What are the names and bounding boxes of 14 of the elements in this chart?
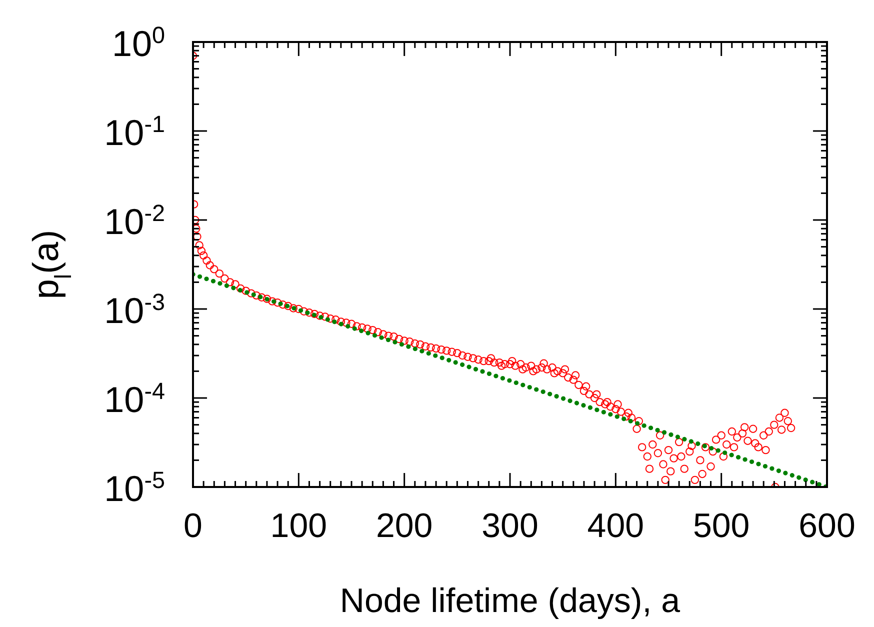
y-tick-label: 10$^{-4}$: [104, 378, 165, 420]
y-tick-label: 10$^{-3}$: [104, 289, 165, 331]
x-tick-label: 400: [587, 507, 644, 545]
y-tick-label: 10$^{-1}$: [104, 111, 165, 153]
x-tick-label: 200: [376, 507, 433, 545]
y-tick-label: 10$^{0}$: [112, 22, 165, 64]
x-tick-label: 0: [184, 507, 202, 545]
y-tick-label: 10$^{-5}$: [104, 467, 165, 509]
y-tick-label: 10$^{-2}$: [104, 200, 165, 242]
x-tick-label: 600: [798, 507, 856, 545]
x-tick-label: 500: [692, 507, 750, 545]
x-tick-label: 100: [270, 507, 328, 545]
x-axis-title: Node lifetime (days), a: [340, 582, 680, 620]
x-tick-label: 300: [482, 507, 538, 545]
